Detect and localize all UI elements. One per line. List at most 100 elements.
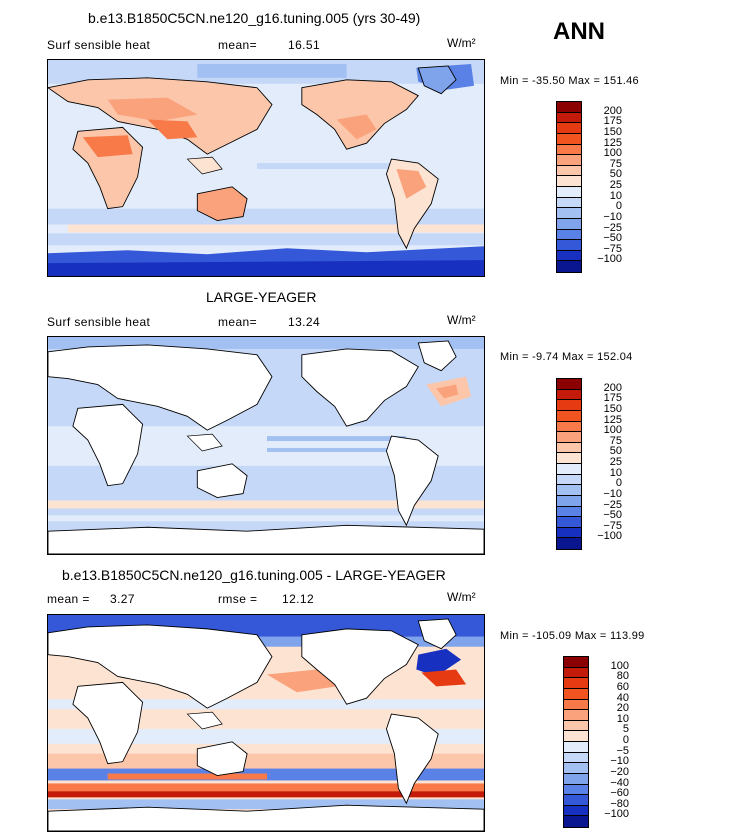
panel-1-map [47,59,485,277]
colorbar-swatch [564,805,588,817]
colorbar-swatch [564,710,588,721]
panel-3-units: W/m² [447,590,476,604]
colorbar-swatch [557,517,581,528]
colorbar-level-label: −20 [610,765,629,778]
colorbar-level-label: 200 [603,104,622,117]
colorbar-level-label: 25 [609,456,622,468]
colorbar-swatch [557,506,581,518]
colorbar-swatch [564,699,588,711]
colorbar-swatch [564,773,588,785]
colorbar-swatch [557,133,581,145]
panel-1-mean-value: 16.51 [288,38,321,52]
colorbar-level-label: 20 [616,702,629,715]
colorbar-swatch [557,250,581,262]
panel-3-colorbar [563,656,589,828]
colorbar-swatch [557,453,581,464]
colorbar-swatch [564,742,588,753]
panel-2-units: W/m² [447,313,476,327]
colorbar-level-label: −50 [603,232,622,245]
colorbar-swatch [557,144,581,156]
colorbar-level-label: 50 [609,168,622,181]
colorbar-swatch [557,102,581,113]
panel-3-minmax: Min = -105.09 Max = 113.99 [500,630,645,642]
colorbar-swatch [564,678,588,689]
colorbar-level-label: 175 [603,115,622,128]
colorbar-level-label: 0 [615,200,622,213]
colorbar-level-label: −10 [603,210,622,223]
colorbar-level-label: −75 [603,242,622,255]
panel-3-mean-label: mean = [47,592,90,606]
colorbar-swatch [564,667,588,679]
colorbar-swatch [557,176,581,187]
colorbar-swatch [564,731,588,742]
colorbar-level-label: 80 [616,670,629,683]
colorbar-swatch [557,389,581,401]
colorbar-level-label: −50 [603,509,622,522]
panel-1-colorbar [556,101,582,273]
colorbar-level-label: −10 [610,755,629,768]
panel-2-minmax: Min = -9.74 Max = 152.04 [500,351,633,363]
panel-1-variable: Surf sensible heat [47,38,151,52]
colorbar-level-label: 100 [603,424,622,437]
colorbar-swatch [564,795,588,806]
colorbar-level-label: 25 [609,179,622,191]
colorbar-swatch [564,816,588,827]
colorbar-swatch [557,112,581,124]
colorbar-swatch [557,421,581,433]
colorbar-level-label: 5 [622,723,629,736]
panel-1-mean-label: mean= [218,38,258,52]
colorbar-level-label: 10 [609,466,622,479]
colorbar-level-label: −25 [603,498,622,511]
panel-2-colorbar [556,378,582,550]
colorbar-level-label: −100 [604,808,629,821]
colorbar-level-label: −40 [610,776,629,789]
colorbar-swatch [557,474,581,486]
colorbar-level-label: −75 [603,519,622,532]
colorbar-swatch [557,240,581,251]
colorbar-level-label: 100 [610,659,629,672]
colorbar-level-label: 175 [603,392,622,405]
colorbar-swatch [557,410,581,422]
colorbar-swatch [557,485,581,496]
colorbar-level-label: 150 [603,125,622,138]
panel-1-title: b.e13.B1850C5CN.ne120_g16.tuning.005 (yr… [88,10,421,26]
colorbar-swatch [557,379,581,390]
colorbar-swatch [564,720,588,732]
panel-1-units: W/m² [447,36,476,50]
colorbar-swatch [564,784,588,796]
colorbar-level-label: 60 [616,680,629,693]
panel-2-title: LARGE-YEAGER [206,289,317,305]
panel-3-title: b.e13.B1850C5CN.ne120_g16.tuning.005 - L… [62,567,446,583]
colorbar-swatch [557,187,581,198]
colorbar-level-label: 10 [616,712,629,725]
colorbar-swatch [557,464,581,475]
colorbar-level-label: 200 [603,381,622,394]
panel-1-minmax: Min = -35.50 Max = 151.46 [500,75,639,87]
colorbar-level-label: −10 [603,487,622,500]
panel-2-map [47,336,485,555]
colorbar-level-label: −25 [603,221,622,234]
colorbar-level-label: −100 [597,253,622,266]
colorbar-level-label: 50 [609,445,622,458]
colorbar-level-label: 0 [615,477,622,490]
colorbar-swatch [557,218,581,230]
colorbar-swatch [557,165,581,177]
colorbar-swatch [557,208,581,219]
colorbar-swatch [557,229,581,241]
colorbar-swatch [564,688,588,700]
colorbar-swatch [557,123,581,134]
colorbar-swatch [557,527,581,539]
panel-3-rmse-value: 12.12 [282,592,315,606]
colorbar-swatch [557,442,581,454]
colorbar-level-label: −100 [597,530,622,543]
panel-2-mean-label: mean= [218,315,258,329]
panel-2-variable: Surf sensible heat [47,315,151,329]
colorbar-level-label: 100 [603,147,622,160]
colorbar-level-label: 125 [603,413,622,426]
colorbar-level-label: 10 [609,189,622,202]
colorbar-level-label: 75 [609,157,622,170]
colorbar-level-label: 150 [603,402,622,415]
colorbar-swatch [564,657,588,668]
colorbar-swatch [564,752,588,764]
panel-3-rmse-label: rmse = [218,592,258,606]
